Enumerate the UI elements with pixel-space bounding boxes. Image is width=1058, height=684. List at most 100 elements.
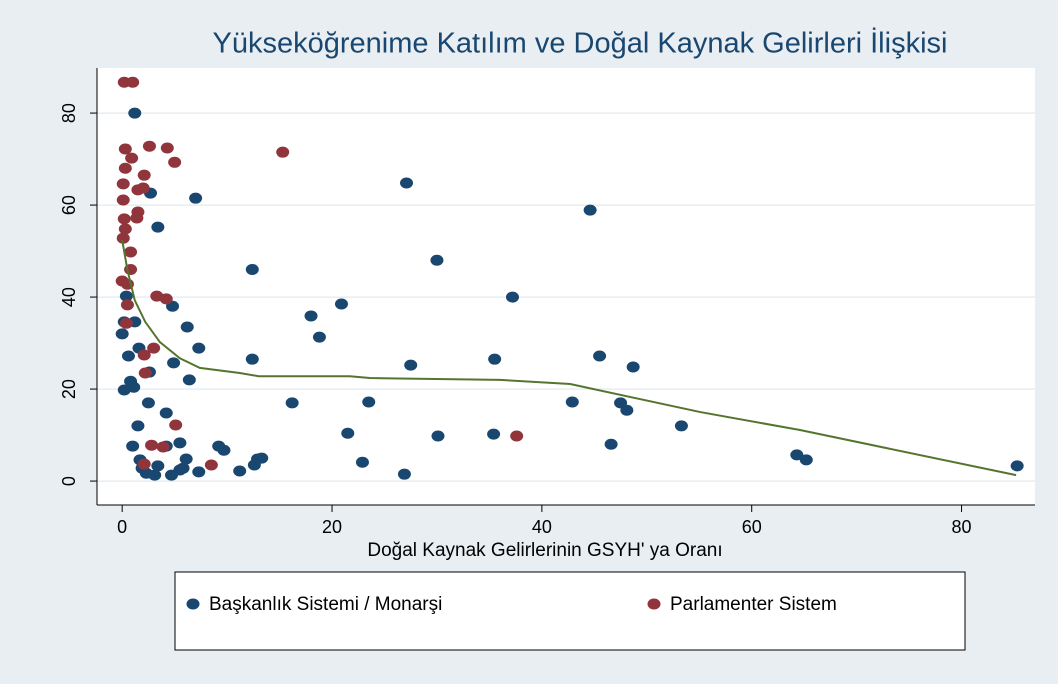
point <box>245 353 259 365</box>
point <box>126 440 140 452</box>
point <box>127 381 141 393</box>
x-axis-title: Doğal Kaynak Gelirlerinin GSYH' ya Oranı <box>367 540 722 561</box>
point <box>217 444 231 456</box>
point <box>488 353 502 365</box>
point <box>116 178 130 190</box>
point <box>255 452 269 464</box>
point <box>131 184 145 196</box>
legend-label: Başkanlık Sistemi / Monarşi <box>209 594 442 615</box>
point <box>312 331 326 343</box>
lowess-line <box>121 239 1017 477</box>
point <box>593 350 607 362</box>
point <box>137 169 151 181</box>
point <box>334 298 348 310</box>
point <box>341 427 355 439</box>
point <box>285 397 299 409</box>
point <box>620 404 634 416</box>
point <box>604 438 618 450</box>
chart-title: Yükseköğrenime Katılım ve Doğal Kaynak G… <box>213 27 948 60</box>
point <box>117 213 131 225</box>
point <box>142 140 156 152</box>
point <box>799 454 813 466</box>
x-tick-label: 60 <box>742 517 762 537</box>
point <box>156 441 170 453</box>
y-tick-label: 40 <box>59 287 79 307</box>
point <box>355 456 369 468</box>
point <box>148 469 162 481</box>
point <box>431 430 445 442</box>
point <box>565 396 579 408</box>
legend-label: Parlamenter Sistem <box>670 594 837 615</box>
x-tick-label: 20 <box>322 517 342 537</box>
y-tick-label: 80 <box>59 103 79 123</box>
point <box>583 204 597 216</box>
point <box>138 367 152 379</box>
point <box>159 293 173 305</box>
point <box>510 430 524 442</box>
point <box>121 350 135 362</box>
point <box>159 407 173 419</box>
point <box>180 321 194 333</box>
point <box>179 453 193 465</box>
point <box>119 290 133 302</box>
point <box>151 221 165 233</box>
point <box>362 396 376 408</box>
point <box>124 246 138 258</box>
point <box>790 449 804 461</box>
legend <box>174 571 966 651</box>
point <box>116 232 130 244</box>
point <box>487 428 501 440</box>
x-tick-label: 40 <box>532 517 552 537</box>
point <box>151 460 165 472</box>
y-tick-label: 60 <box>59 195 79 215</box>
legend-marker <box>186 598 200 610</box>
point <box>400 177 414 189</box>
point <box>147 342 161 354</box>
point <box>167 357 181 369</box>
point <box>119 317 133 329</box>
point <box>116 194 130 206</box>
y-tick-label: 0 <box>59 476 79 486</box>
point <box>169 419 183 431</box>
point <box>189 192 203 204</box>
point <box>674 420 688 432</box>
point <box>168 156 182 168</box>
plot-area <box>97 68 1035 505</box>
point <box>397 468 411 480</box>
point <box>137 349 151 361</box>
point <box>128 107 142 119</box>
y-tick-label: 20 <box>59 379 79 399</box>
point <box>125 152 139 164</box>
point <box>276 146 290 158</box>
point <box>245 263 259 275</box>
point <box>130 212 144 224</box>
point <box>131 420 145 432</box>
point <box>192 342 206 354</box>
point <box>145 439 159 451</box>
point <box>137 458 151 470</box>
x-tick-label: 80 <box>952 517 972 537</box>
point <box>120 299 134 311</box>
point <box>626 361 640 373</box>
point <box>126 76 140 88</box>
point <box>192 466 206 478</box>
point <box>115 328 129 340</box>
point <box>233 465 247 477</box>
legend-marker <box>647 598 661 610</box>
point <box>118 162 132 174</box>
point <box>173 464 187 476</box>
point <box>204 459 218 471</box>
point <box>404 359 418 371</box>
point <box>173 437 187 449</box>
point <box>160 142 174 154</box>
point <box>430 254 444 266</box>
point <box>1010 460 1024 472</box>
point <box>182 374 196 386</box>
point <box>304 310 318 322</box>
point <box>118 223 132 235</box>
point <box>141 397 155 409</box>
point <box>505 291 519 303</box>
x-tick-label: 0 <box>117 517 127 537</box>
point <box>118 143 132 155</box>
